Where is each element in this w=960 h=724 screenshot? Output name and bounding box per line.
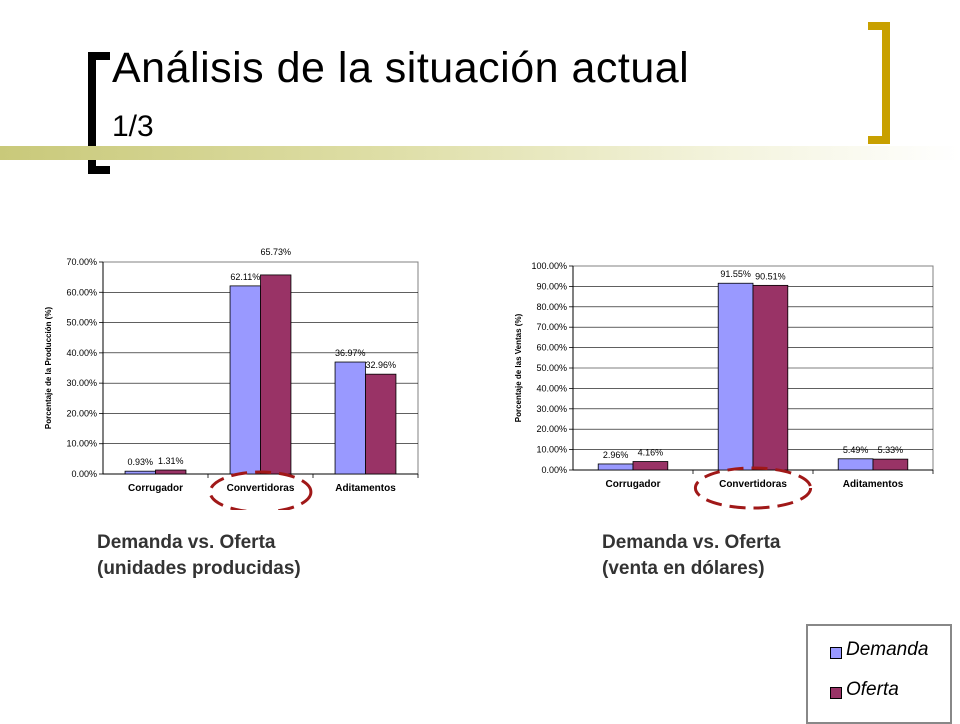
bar-demanda-corrugador: [597, 463, 634, 471]
bar-oferta-corrugador: [632, 461, 669, 471]
y-tick-label: 60.00%: [66, 287, 97, 297]
sales-chart: 0.00% 10.00% 20.00% 30.00% 40.00% 50.00% 60.00…: [514, 261, 934, 510]
y-tick-label: 100.00%: [531, 261, 567, 271]
y-tick-label: 0.00%: [71, 469, 97, 479]
y-tick-label: 80.00%: [536, 302, 567, 312]
left-caption: Demanda vs. Oferta (unidades producidas): [97, 530, 301, 582]
left-caption-line2: (unidades producidas): [97, 558, 301, 579]
slide-subtitle: 1/3: [112, 110, 154, 143]
highlight-ellipse: [208, 470, 313, 510]
y-tick-label: 0.00%: [541, 465, 567, 475]
category-label: Aditamentos: [843, 479, 904, 490]
chart-legend: Demanda Oferta: [806, 624, 952, 724]
data-label: 4.16%: [638, 448, 664, 458]
data-label: 2.96%: [603, 450, 629, 460]
data-label: 90.51%: [755, 271, 786, 281]
production-chart: 0.00% 10.00% 20.00% 30.00% 40.00% 50.00% 60.00…: [44, 247, 419, 510]
legend-label-oferta: Oferta: [846, 679, 899, 700]
y-tick-label: 30.00%: [536, 404, 567, 414]
y-axis-title: Porcentaje de las Ventas (%): [514, 313, 523, 422]
category-label: Aditamentos: [335, 483, 396, 494]
legend-swatch-demanda: [830, 647, 842, 659]
right-caption: Demanda vs. Oferta (venta en dólares): [602, 530, 780, 582]
y-tick-label: 40.00%: [536, 383, 567, 393]
title-underline-bar: [0, 146, 960, 160]
bar-demanda-convertidoras: [229, 285, 261, 475]
y-tick-label: 90.00%: [536, 281, 567, 291]
category-label: Corrugador: [606, 479, 661, 490]
bar-oferta-aditamentos: [365, 373, 397, 475]
y-tick-label: 70.00%: [536, 322, 567, 332]
category-label: Convertidoras: [227, 483, 295, 494]
right-bracket: [868, 22, 890, 144]
y-axis-title: Porcentaje de la Producción (%): [44, 307, 53, 430]
y-tick-label: 20.00%: [536, 424, 567, 434]
y-tick-label: 10.00%: [536, 445, 567, 455]
highlight-ellipse: [693, 466, 813, 510]
data-label: 65.73%: [260, 247, 291, 257]
data-label: 5.33%: [878, 445, 904, 455]
y-tick-label: 30.00%: [66, 378, 97, 388]
bar-demanda-aditamentos: [837, 458, 874, 471]
y-tick-label: 40.00%: [66, 348, 97, 358]
category-label: Corrugador: [128, 483, 183, 494]
data-label: 62.11%: [230, 272, 260, 282]
slide-title: Análisis de la situación actual: [112, 44, 690, 92]
y-tick-label: 60.00%: [536, 343, 567, 353]
data-label: 0.93%: [128, 457, 154, 467]
right-caption-line1: Demanda vs. Oferta: [602, 532, 781, 553]
y-tick-label: 70.00%: [66, 257, 97, 267]
category-label: Convertidoras: [719, 479, 787, 490]
bar-demanda-convertidoras: [717, 282, 754, 471]
legend-label-demanda: Demanda: [846, 639, 929, 660]
y-tick-label: 50.00%: [536, 363, 567, 373]
right-caption-line2: (venta en dólares): [602, 558, 765, 579]
left-bracket: [88, 52, 110, 174]
y-tick-label: 20.00%: [66, 408, 97, 418]
left-caption-line1: Demanda vs. Oferta: [97, 532, 276, 553]
legend-swatch-oferta: [830, 687, 842, 699]
data-label: 91.55%: [720, 269, 751, 279]
data-label: 1.31%: [158, 456, 184, 466]
y-tick-label: 10.00%: [66, 439, 97, 449]
data-label: 32.96%: [365, 360, 396, 370]
y-tick-label: 50.00%: [66, 318, 97, 328]
data-label: 5.49%: [843, 445, 869, 455]
bar-oferta-aditamentos: [872, 458, 909, 471]
data-label: 36.97%: [335, 348, 366, 358]
bar-oferta-convertidoras: [260, 274, 292, 475]
bar-demanda-corrugador: [124, 470, 156, 475]
bar-oferta-convertidoras: [752, 284, 789, 471]
bar-oferta-corrugador: [155, 469, 187, 475]
bar-demanda-aditamentos: [334, 361, 366, 475]
